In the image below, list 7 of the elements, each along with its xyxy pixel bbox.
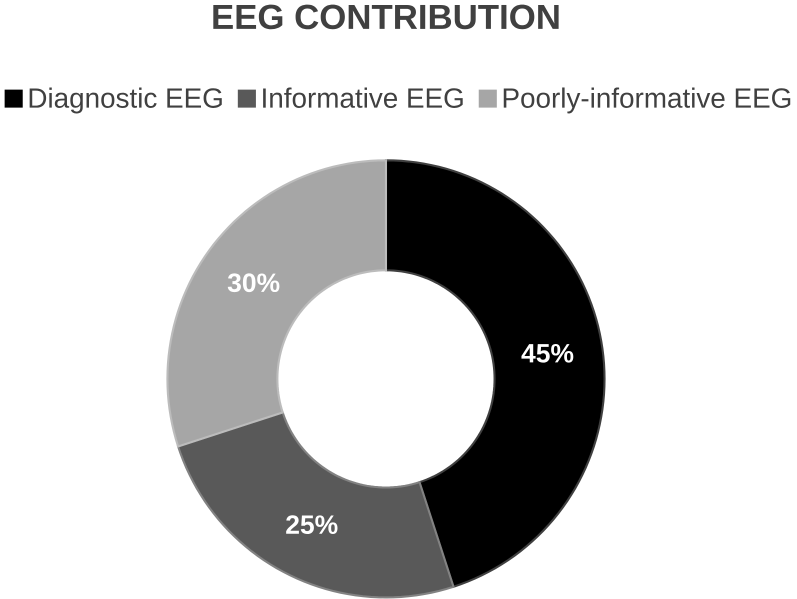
- data-label: 25%: [286, 516, 338, 534]
- data-label: 30%: [228, 274, 280, 292]
- legend-label: Diagnostic EEG: [30, 88, 222, 114]
- chart-title: EEG CONTRIBUTION: [213, 4, 559, 30]
- data-label: 45%: [521, 344, 574, 363]
- legend-label: Poorly-informative EEG: [504, 88, 790, 114]
- legend-label: Informative EEG: [263, 88, 463, 108]
